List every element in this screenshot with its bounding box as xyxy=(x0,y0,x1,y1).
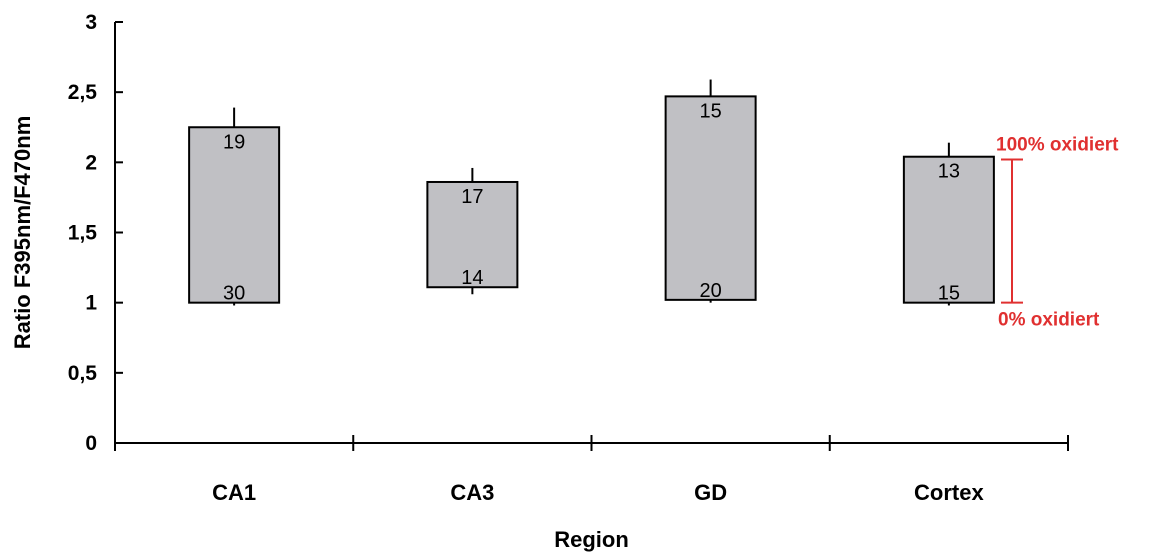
bar xyxy=(426,180,519,289)
y-tick-label: 0 xyxy=(85,432,97,455)
y-ticks: 0 0,5 1 1,5 2 2,5 3 xyxy=(68,11,123,455)
bar-n-bottom-label: 14 xyxy=(461,267,483,289)
bar-n-top-label: 15 xyxy=(700,100,722,122)
bar xyxy=(902,155,995,304)
annotation-bottom-label: 0% oxidiert xyxy=(998,310,1100,331)
category-label: CA3 xyxy=(450,480,494,505)
category-label: CA1 xyxy=(212,480,256,505)
y-tick-label: 3 xyxy=(85,11,97,34)
bar-n-top-label: 19 xyxy=(223,131,245,153)
bar-n-top-label: 13 xyxy=(938,161,960,183)
x-ticks: CA1 CA3 GD Cortex xyxy=(114,435,1069,505)
y-tick-label: 0,5 xyxy=(68,362,98,385)
bar-n-bottom-label: 30 xyxy=(223,283,245,305)
oxidation-annotation: 100% oxidiert 0% oxidiert xyxy=(996,135,1119,331)
bar-n-bottom-label: 15 xyxy=(938,283,960,305)
x-axis: CA1 CA3 GD Cortex xyxy=(114,435,1069,505)
annotation-top-label: 100% oxidiert xyxy=(996,135,1119,156)
bar-group: 13 15 xyxy=(902,142,995,306)
y-tick-label: 2 xyxy=(85,151,97,174)
bar-n-bottom-label: 20 xyxy=(700,280,722,302)
category-label: Cortex xyxy=(914,480,984,505)
category-label: GD xyxy=(694,480,727,505)
y-tick-label: 1 xyxy=(85,292,97,315)
bar-n-top-label: 17 xyxy=(461,186,483,208)
bar xyxy=(188,126,281,304)
y-tick-label: 2,5 xyxy=(68,81,98,104)
y-axis: 0 0,5 1 1,5 2 2,5 3 xyxy=(68,11,123,455)
y-tick-label: 1,5 xyxy=(68,222,98,245)
x-axis-title: Region xyxy=(554,527,629,552)
bar xyxy=(664,95,757,301)
y-axis-title: Ratio F395nm/F470nm xyxy=(10,116,35,350)
